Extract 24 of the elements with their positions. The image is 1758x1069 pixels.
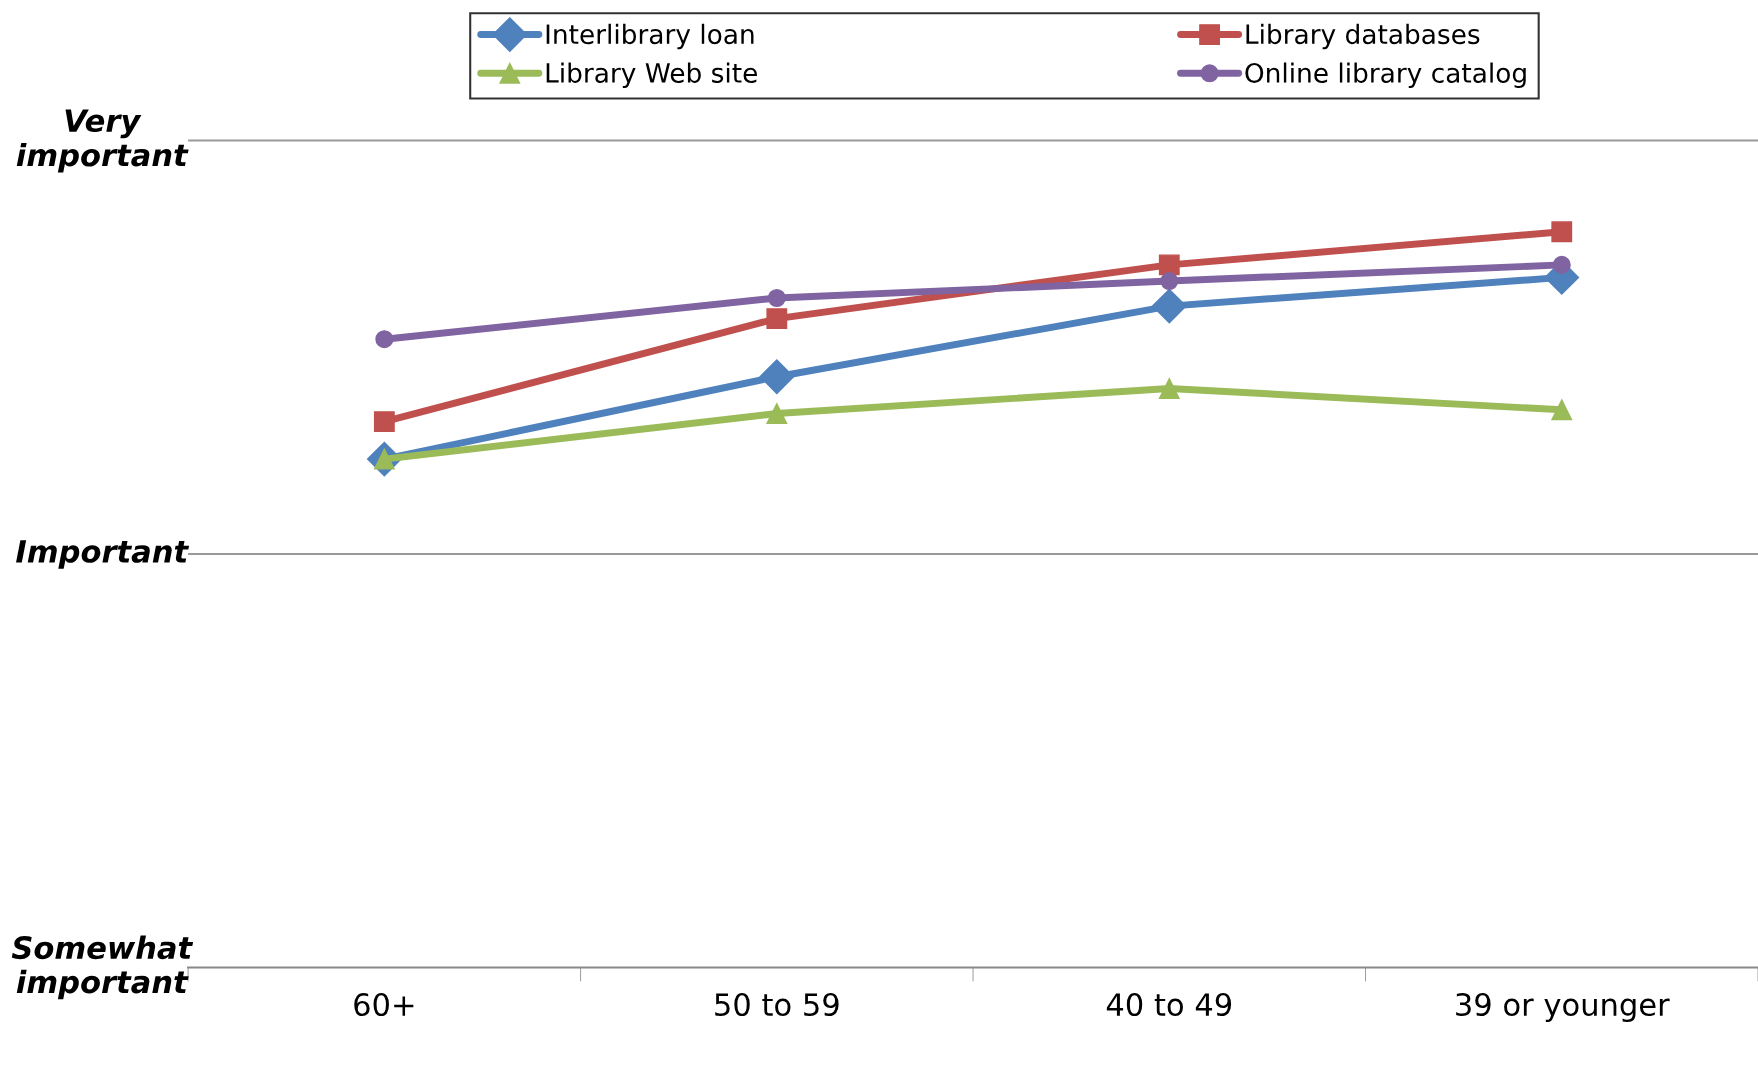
point	[1551, 399, 1573, 421]
legend-label: Library databases	[1246, 23, 1480, 50]
point	[1158, 254, 1180, 276]
point	[373, 411, 395, 433]
point	[766, 308, 788, 330]
ref-line-label: Important	[16, 540, 190, 569]
point	[1158, 378, 1180, 399]
point	[767, 288, 786, 308]
legend-label: Interlibrary loan	[546, 23, 754, 50]
legend-label: Online library catalog	[1245, 62, 1526, 89]
x-tick-label: 40 to 49	[1106, 992, 1232, 1017]
x-tick-label: 39 or younger	[1456, 992, 1670, 1023]
point	[759, 359, 795, 395]
point	[766, 403, 788, 424]
point	[1160, 272, 1179, 291]
point	[1151, 288, 1187, 324]
x-tick-label: 50 to 59	[715, 992, 839, 1017]
legend-label: Library Web site	[546, 62, 757, 89]
ref-line-label: Very important	[16, 109, 189, 173]
x-tick-label: 60+	[354, 992, 414, 1017]
point	[1552, 255, 1571, 274]
point	[375, 330, 394, 349]
annotation: Somewhat important	[11, 935, 194, 1000]
point	[1551, 221, 1573, 243]
